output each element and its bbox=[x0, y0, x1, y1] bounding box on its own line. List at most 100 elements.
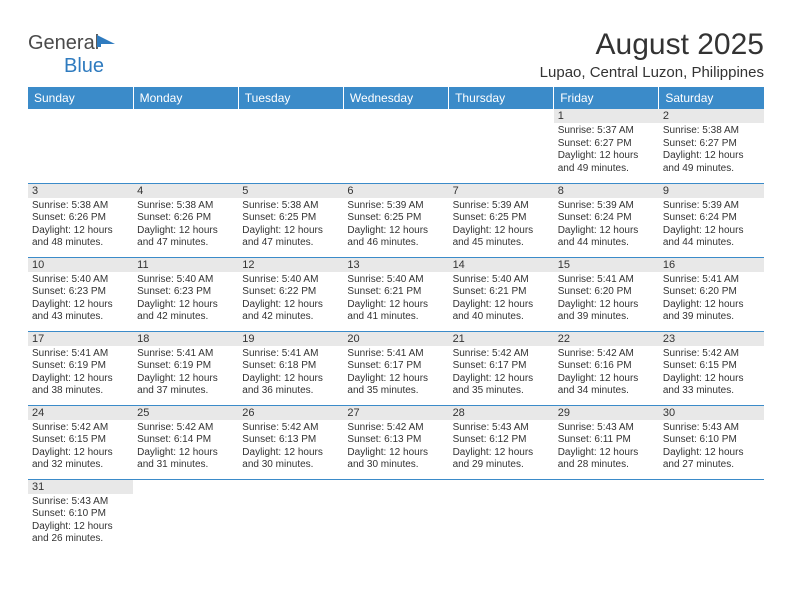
cell-text: Sunrise: 5:42 AM bbox=[663, 348, 760, 361]
cell-text: Sunset: 6:11 PM bbox=[558, 434, 655, 447]
cell-text: Sunset: 6:15 PM bbox=[663, 360, 760, 373]
dayname-friday: Friday bbox=[554, 87, 659, 109]
logo-text: General Blue bbox=[28, 32, 119, 78]
cell-text: Sunrise: 5:42 AM bbox=[347, 422, 444, 435]
day-number: 23 bbox=[659, 332, 764, 346]
day-number: 5 bbox=[238, 184, 343, 198]
cell-text: Sunrise: 5:42 AM bbox=[32, 422, 129, 435]
calendar-cell: 31Sunrise: 5:43 AMSunset: 6:10 PMDayligh… bbox=[28, 479, 133, 553]
day-number: 11 bbox=[133, 258, 238, 272]
calendar-cell: 26Sunrise: 5:42 AMSunset: 6:13 PMDayligh… bbox=[238, 405, 343, 479]
cell-text: Daylight: 12 hours bbox=[453, 225, 550, 238]
day-number: 29 bbox=[554, 406, 659, 420]
title-block: August 2025 Lupao, Central Luzon, Philip… bbox=[540, 28, 764, 81]
day-number: 3 bbox=[28, 184, 133, 198]
calendar-cell: 6Sunrise: 5:39 AMSunset: 6:25 PMDaylight… bbox=[343, 183, 448, 257]
calendar-cell: 23 Sunrise: 5:42 AMSunset: 6:15 PMDayligh… bbox=[659, 331, 764, 405]
cell-text: Sunrise: 5:38 AM bbox=[32, 200, 129, 213]
cell-text: Sunrise: 5:40 AM bbox=[347, 274, 444, 287]
cell-text: Sunrise: 5:37 AM bbox=[558, 125, 655, 138]
cell-text: Sunset: 6:27 PM bbox=[558, 138, 655, 151]
cell-text: and 44 minutes. bbox=[558, 237, 655, 250]
calendar-cell: 10Sunrise: 5:40 AMSunset: 6:23 PMDayligh… bbox=[28, 257, 133, 331]
cell-text: Sunset: 6:20 PM bbox=[663, 286, 760, 299]
cell-text: Daylight: 12 hours bbox=[242, 225, 339, 238]
calendar-cell: 20Sunrise: 5:41 AMSunset: 6:17 PMDayligh… bbox=[343, 331, 448, 405]
cell-text: Sunrise: 5:40 AM bbox=[242, 274, 339, 287]
day-number: 6 bbox=[343, 184, 448, 198]
day-number: 18 bbox=[133, 332, 238, 346]
cell-text: Sunset: 6:24 PM bbox=[558, 212, 655, 225]
cell-text: Sunrise: 5:43 AM bbox=[453, 422, 550, 435]
dayname-thursday: Thursday bbox=[449, 87, 554, 109]
cell-text: Daylight: 12 hours bbox=[137, 373, 234, 386]
calendar-cell: 19Sunrise: 5:41 AMSunset: 6:18 PMDayligh… bbox=[238, 331, 343, 405]
cell-text: Sunset: 6:26 PM bbox=[32, 212, 129, 225]
cell-text: Sunrise: 5:42 AM bbox=[558, 348, 655, 361]
calendar-cell: 12Sunrise: 5:40 AMSunset: 6:22 PMDayligh… bbox=[238, 257, 343, 331]
calendar-row: 1Sunrise: 5:37 AMSunset: 6:27 PMDaylight… bbox=[28, 109, 764, 183]
cell-text: Sunrise: 5:43 AM bbox=[663, 422, 760, 435]
calendar-cell bbox=[659, 479, 764, 553]
calendar-cell: 13Sunrise: 5:40 AMSunset: 6:21 PMDayligh… bbox=[343, 257, 448, 331]
calendar-cell bbox=[28, 109, 133, 183]
cell-text: Sunset: 6:25 PM bbox=[453, 212, 550, 225]
calendar-cell: 18Sunrise: 5:41 AMSunset: 6:19 PMDayligh… bbox=[133, 331, 238, 405]
cell-text: and 30 minutes. bbox=[347, 459, 444, 472]
calendar-cell: 3Sunrise: 5:38 AMSunset: 6:26 PMDaylight… bbox=[28, 183, 133, 257]
calendar-cell: 5Sunrise: 5:38 AMSunset: 6:25 PMDaylight… bbox=[238, 183, 343, 257]
cell-text: Daylight: 12 hours bbox=[242, 299, 339, 312]
day-header-row: Sunday Monday Tuesday Wednesday Thursday… bbox=[28, 87, 764, 109]
calendar-cell: 25Sunrise: 5:42 AMSunset: 6:14 PMDayligh… bbox=[133, 405, 238, 479]
cell-text: and 48 minutes. bbox=[32, 237, 129, 250]
calendar-cell: 24Sunrise: 5:42 AMSunset: 6:15 PMDayligh… bbox=[28, 405, 133, 479]
cell-text: and 33 minutes. bbox=[663, 385, 760, 398]
cell-text: Daylight: 12 hours bbox=[137, 447, 234, 460]
cell-text: Sunrise: 5:42 AM bbox=[137, 422, 234, 435]
cell-text: Daylight: 12 hours bbox=[32, 373, 129, 386]
day-number: 31 bbox=[28, 480, 133, 494]
calendar-cell: 9Sunrise: 5:39 AMSunset: 6:24 PMDaylight… bbox=[659, 183, 764, 257]
cell-text: Sunset: 6:21 PM bbox=[347, 286, 444, 299]
calendar-cell: 29 Sunrise: 5:43 AMSunset: 6:11 PMDayligh… bbox=[554, 405, 659, 479]
cell-text: Sunset: 6:19 PM bbox=[32, 360, 129, 373]
cell-text: Daylight: 12 hours bbox=[663, 299, 760, 312]
calendar-cell bbox=[343, 479, 448, 553]
cell-text: and 39 minutes. bbox=[663, 311, 760, 324]
cell-text: Sunset: 6:16 PM bbox=[558, 360, 655, 373]
cell-text: and 49 minutes. bbox=[558, 163, 655, 176]
cell-text: Daylight: 12 hours bbox=[558, 447, 655, 460]
header: General Blue August 2025 Lupao, Central … bbox=[28, 28, 764, 81]
cell-text: Sunrise: 5:39 AM bbox=[453, 200, 550, 213]
cell-text: Sunrise: 5:39 AM bbox=[663, 200, 760, 213]
calendar-cell: 8Sunrise: 5:39 AMSunset: 6:24 PMDaylight… bbox=[554, 183, 659, 257]
cell-text: Sunset: 6:23 PM bbox=[137, 286, 234, 299]
calendar-cell bbox=[238, 109, 343, 183]
day-number: 8 bbox=[554, 184, 659, 198]
cell-text: and 43 minutes. bbox=[32, 311, 129, 324]
cell-text: and 28 minutes. bbox=[558, 459, 655, 472]
day-number: 1 bbox=[554, 109, 659, 123]
cell-text: Sunset: 6:19 PM bbox=[137, 360, 234, 373]
day-number: 24 bbox=[28, 406, 133, 420]
cell-text: and 35 minutes. bbox=[453, 385, 550, 398]
cell-text: and 29 minutes. bbox=[453, 459, 550, 472]
calendar-row: 24Sunrise: 5:42 AMSunset: 6:15 PMDayligh… bbox=[28, 405, 764, 479]
day-number: 17 bbox=[28, 332, 133, 346]
cell-text: Sunrise: 5:43 AM bbox=[558, 422, 655, 435]
cell-text: Daylight: 12 hours bbox=[32, 521, 129, 534]
calendar-row: 31Sunrise: 5:43 AMSunset: 6:10 PMDayligh… bbox=[28, 479, 764, 553]
day-number: 16 bbox=[659, 258, 764, 272]
calendar-cell: 27Sunrise: 5:42 AMSunset: 6:13 PMDayligh… bbox=[343, 405, 448, 479]
cell-text: and 47 minutes. bbox=[242, 237, 339, 250]
day-number: 30 bbox=[659, 406, 764, 420]
cell-text: Sunrise: 5:38 AM bbox=[242, 200, 339, 213]
cell-text: Daylight: 12 hours bbox=[663, 373, 760, 386]
cell-text: Daylight: 12 hours bbox=[137, 225, 234, 238]
cell-text: Sunset: 6:10 PM bbox=[32, 508, 129, 521]
cell-text: and 36 minutes. bbox=[242, 385, 339, 398]
cell-text: Sunrise: 5:39 AM bbox=[558, 200, 655, 213]
cell-text: and 47 minutes. bbox=[137, 237, 234, 250]
cell-text: Daylight: 12 hours bbox=[453, 299, 550, 312]
calendar-cell: 2Sunrise: 5:38 AMSunset: 6:27 PMDaylight… bbox=[659, 109, 764, 183]
